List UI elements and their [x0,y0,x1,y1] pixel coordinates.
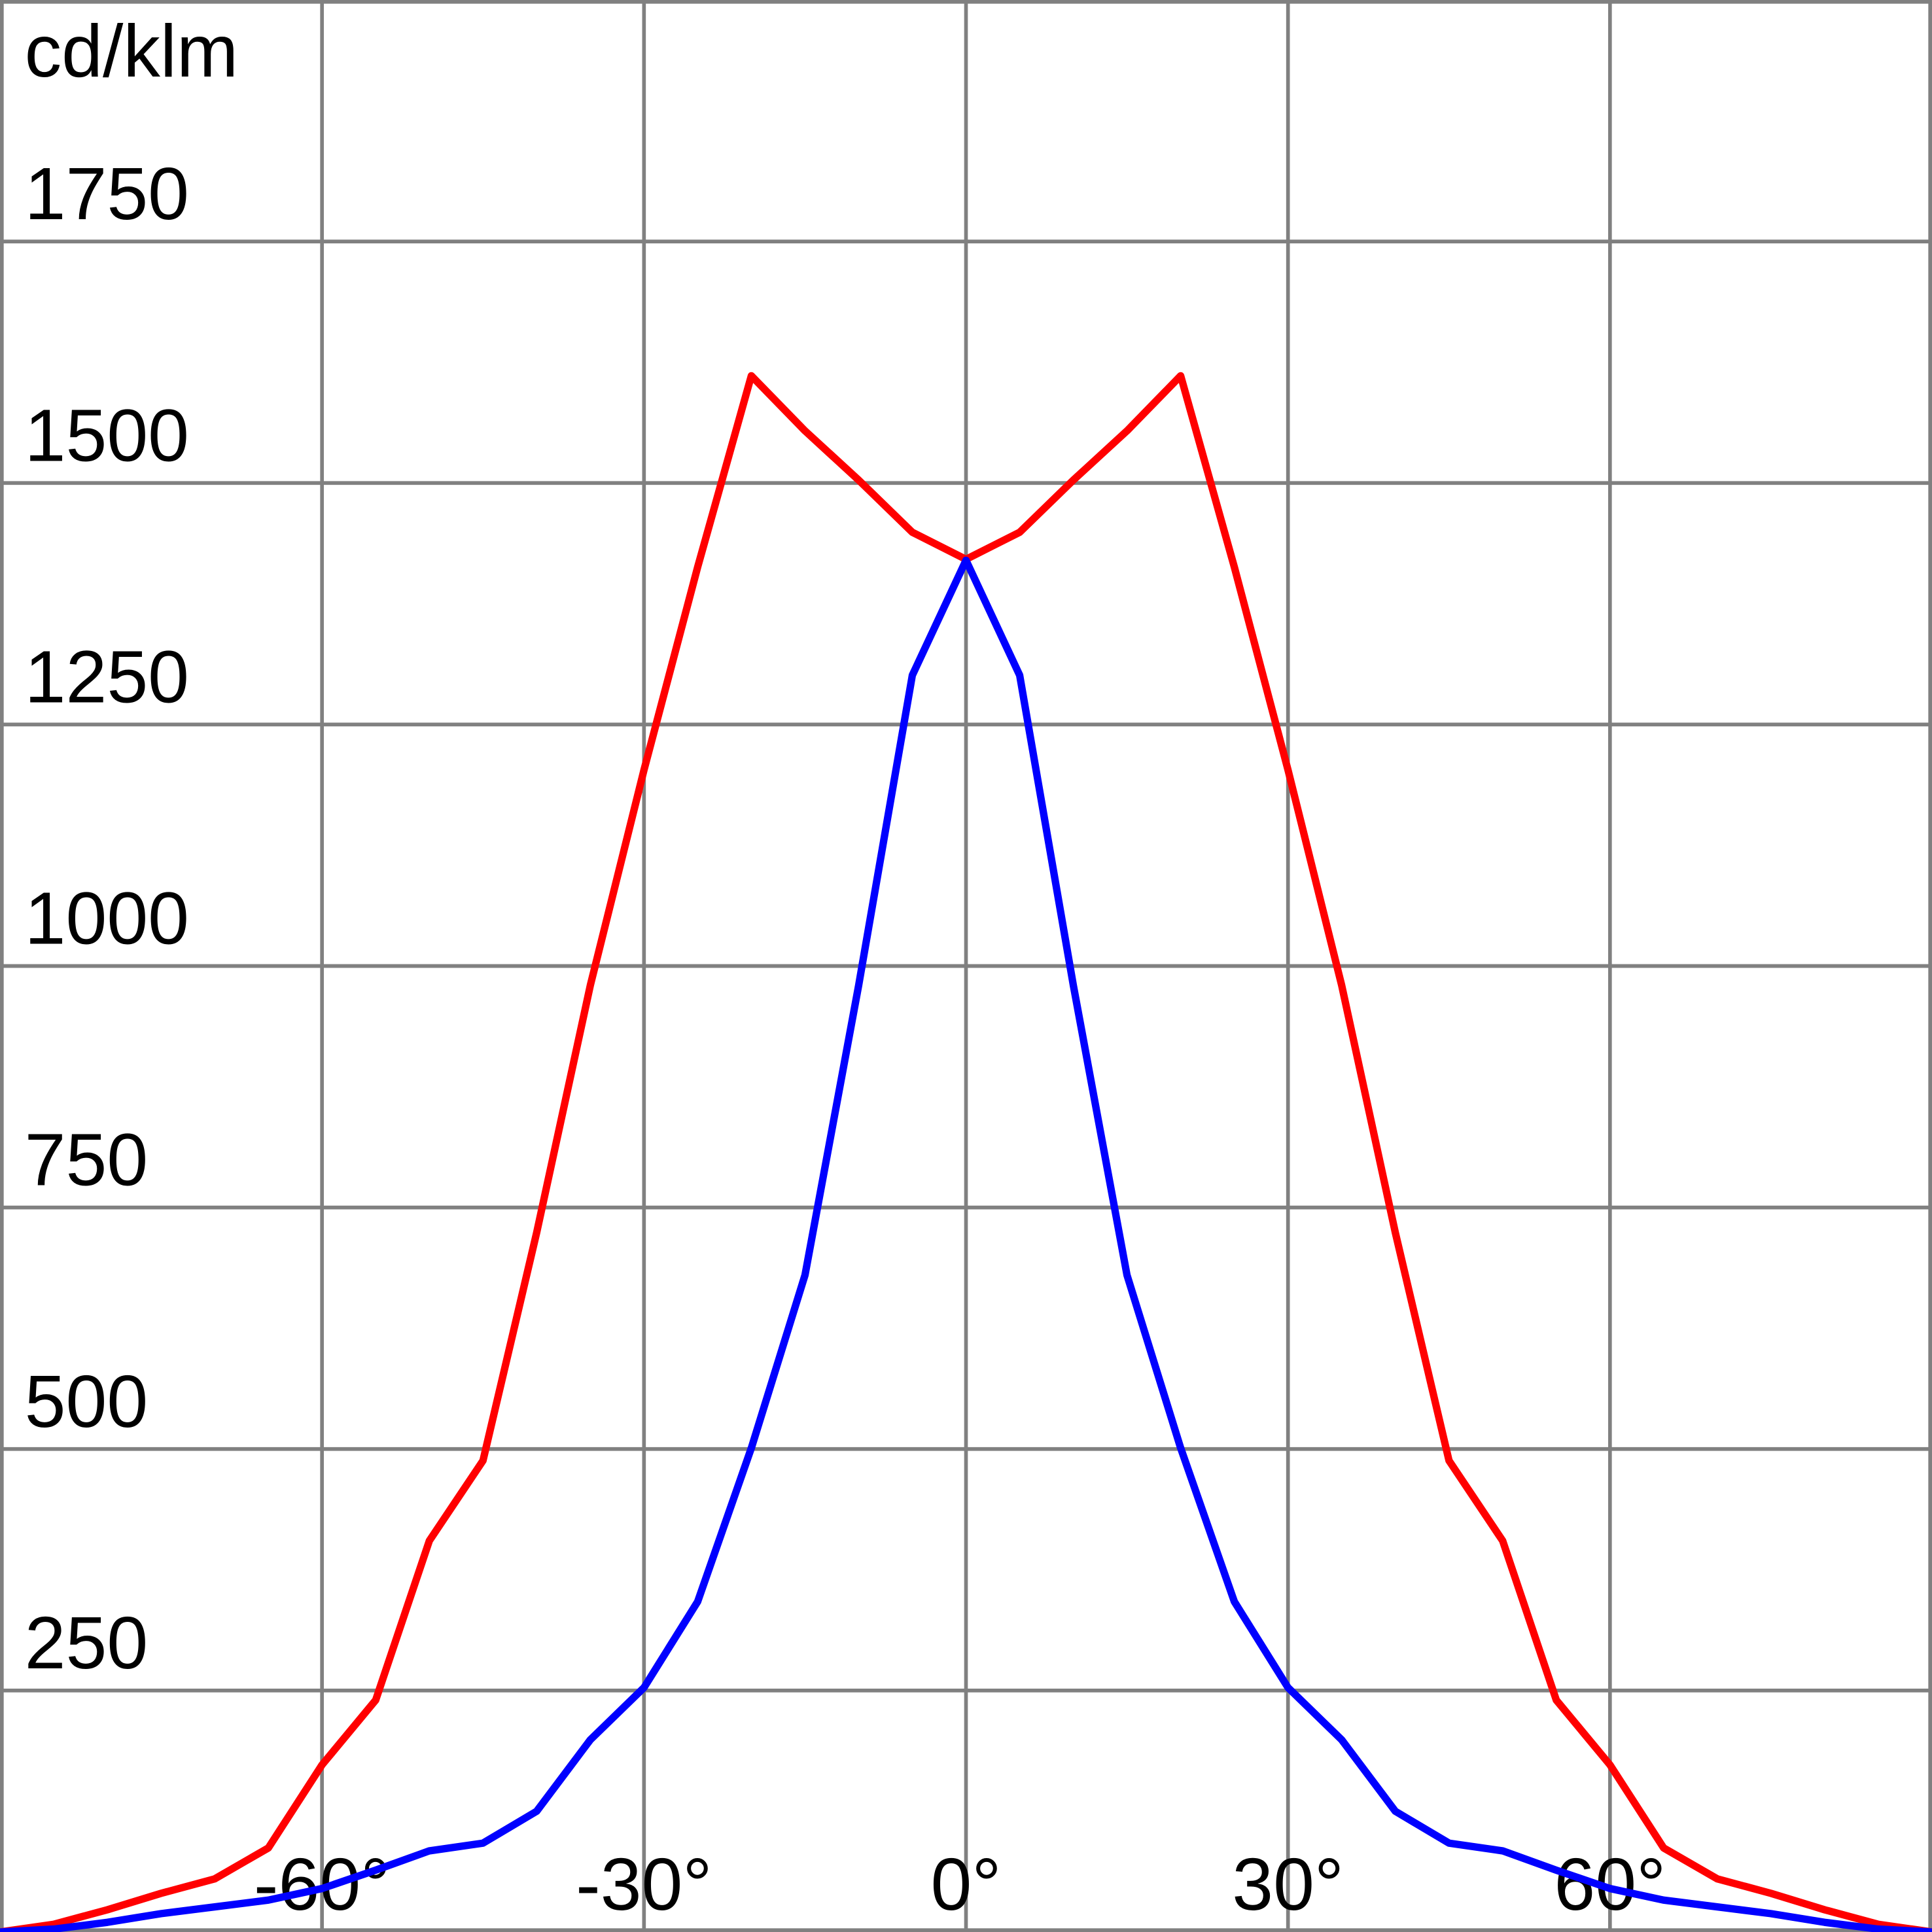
x-tick-label: 60° [1554,1843,1666,1925]
x-tick-label: -60° [254,1843,390,1925]
y-tick-label: 250 [25,1602,149,1684]
y-tick-label: 1750 [25,152,189,235]
y-tick-label: 1000 [25,877,189,960]
y-tick-label: 1500 [25,394,189,476]
data-line [0,556,1932,1932]
y-tick-label: 500 [25,1360,149,1443]
x-tick-label: -30° [576,1843,712,1925]
y-tick-label: 1250 [25,635,189,718]
x-tick-label: 0° [930,1843,1001,1925]
y-axis-label: cd/klm [25,10,238,92]
x-tick-label: 30° [1232,1843,1344,1925]
y-tick-label: 750 [25,1119,149,1201]
